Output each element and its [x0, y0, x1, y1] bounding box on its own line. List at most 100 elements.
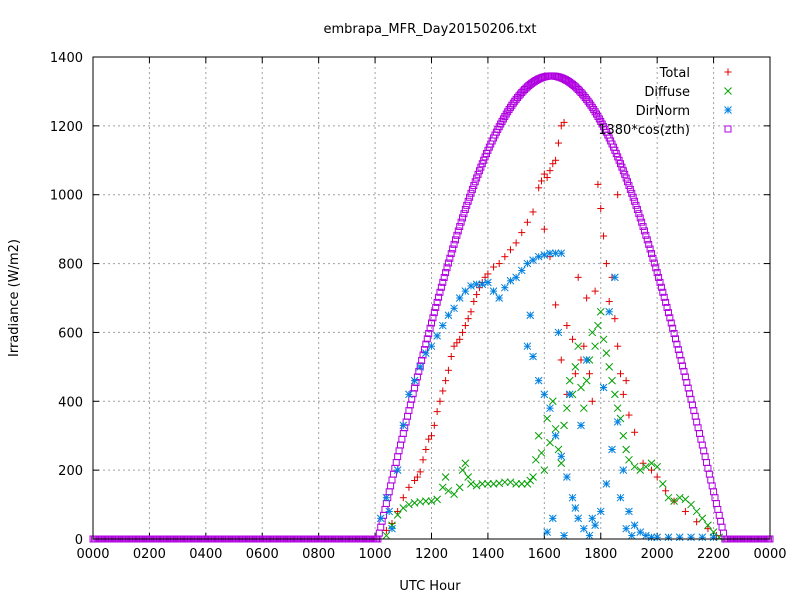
- data-point: [543, 414, 552, 423]
- data-point: [557, 459, 566, 468]
- data-point: [540, 466, 549, 474]
- data-point: [548, 397, 557, 406]
- data-point: [453, 231, 461, 239]
- data-point: [697, 435, 705, 443]
- data-point: [490, 263, 498, 271]
- data-point: [546, 404, 554, 413]
- data-point: [652, 264, 660, 272]
- data-point: [506, 478, 515, 487]
- data-point: [588, 397, 596, 405]
- data-point: [692, 507, 701, 516]
- data-point: [471, 178, 479, 186]
- data-point: [608, 445, 616, 454]
- data-point: [687, 533, 695, 542]
- data-point: [647, 533, 656, 542]
- data-point: [594, 321, 602, 330]
- data-point: [446, 254, 454, 262]
- data-point: [425, 330, 433, 338]
- data-point: [455, 483, 464, 492]
- data-point: [707, 476, 715, 484]
- data-point: [640, 227, 648, 235]
- data-point: [611, 315, 619, 323]
- data-point: [464, 197, 472, 205]
- data-point: [560, 421, 568, 430]
- data-point: [399, 421, 408, 430]
- data-point: [698, 533, 707, 542]
- data-point: [579, 404, 588, 413]
- data-point: [512, 239, 520, 247]
- data-point: [636, 466, 645, 474]
- data-point: [715, 533, 724, 542]
- data-point: [478, 480, 487, 488]
- x-tick-label: 0800: [302, 547, 335, 562]
- data-point: [474, 170, 482, 178]
- data-point: [444, 311, 453, 320]
- data-point: [552, 156, 560, 164]
- x-tick-label: 0000: [76, 547, 109, 562]
- x-tick-label: 1600: [528, 547, 561, 562]
- data-point: [594, 180, 602, 188]
- data-point: [442, 269, 450, 277]
- data-point: [688, 401, 696, 409]
- legend-label: Diffuse: [644, 85, 690, 100]
- data-point: [714, 505, 722, 513]
- data-point: [382, 500, 390, 508]
- data-point: [500, 478, 509, 487]
- y-tick-label: 1200: [50, 120, 83, 135]
- data-point: [461, 205, 469, 213]
- data-point: [695, 429, 703, 437]
- data-point: [548, 514, 557, 523]
- data-point: [467, 480, 475, 488]
- data-point: [517, 480, 526, 488]
- data-point: [681, 507, 689, 515]
- data-point: [621, 170, 629, 178]
- data-point: [512, 480, 520, 488]
- data-point: [611, 273, 619, 282]
- data-point: [698, 441, 706, 449]
- data-point: [478, 280, 487, 289]
- data-point: [540, 251, 549, 259]
- data-point: [551, 431, 560, 440]
- data-point: [546, 438, 554, 447]
- data-point: [616, 493, 625, 502]
- data-point: [546, 167, 554, 175]
- data-point: [495, 260, 503, 268]
- data-point: [405, 390, 413, 399]
- data-point: [693, 418, 701, 426]
- data-point: [422, 497, 430, 505]
- data-point: [475, 167, 483, 175]
- legend: Total Diffuse DirNorm 1380*cos(zth): [598, 66, 732, 138]
- data-point: [667, 319, 675, 327]
- data-point: [574, 342, 583, 351]
- data-point: [441, 473, 450, 481]
- data-point: [585, 370, 593, 378]
- data-point: [387, 482, 395, 490]
- data-point: [529, 208, 537, 216]
- data-point: [631, 428, 639, 436]
- data-point: [649, 254, 657, 262]
- data-point: [619, 167, 627, 175]
- data-point: [466, 193, 474, 201]
- data-point: [399, 429, 407, 437]
- data-point: [571, 363, 580, 371]
- data-point: [622, 445, 630, 454]
- data-point: [395, 447, 403, 455]
- data-point: [633, 205, 641, 213]
- data-point: [405, 483, 413, 491]
- data-point: [399, 494, 407, 502]
- y-tick-label: 0: [75, 533, 83, 548]
- data-point: [467, 282, 475, 290]
- data-point: [574, 273, 582, 281]
- x-tick-label: 0400: [189, 547, 222, 562]
- data-point: [568, 493, 577, 502]
- data-point: [455, 294, 464, 302]
- data-point: [433, 332, 441, 340]
- y-tick-label: 200: [58, 464, 83, 479]
- data-point: [694, 424, 702, 432]
- data-point: [625, 455, 633, 464]
- data-point: [406, 401, 414, 409]
- data-point: [473, 291, 481, 299]
- data-point: [663, 303, 671, 311]
- data-point: [653, 462, 662, 471]
- legend-label: Total: [659, 66, 690, 81]
